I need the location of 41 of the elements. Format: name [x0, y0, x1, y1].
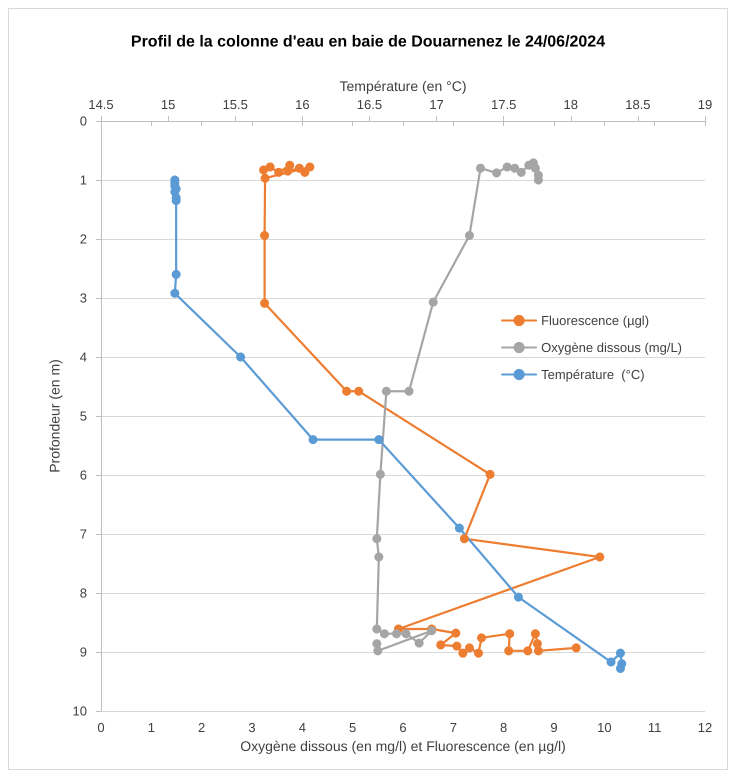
y-tick-label: 10	[72, 704, 87, 718]
x-tick-label: 5	[349, 720, 356, 735]
x-axis-title: Oxygène dissous (en mg/l) et Fluorescence (en µg/l)	[240, 738, 566, 754]
x2-tick-label: 15	[160, 97, 176, 112]
y-tick-label: 1	[80, 172, 87, 188]
legend-label: Fluorescence (µgl)	[541, 313, 650, 328]
x-tick-label: 6	[399, 720, 407, 735]
y-tick-label: 3	[80, 290, 87, 306]
x2-tick-label: 14.5	[88, 97, 114, 112]
x-tick-label: 10	[597, 720, 612, 735]
y-tick-label: 5	[80, 408, 87, 424]
x2-tick-label: 16.5	[356, 97, 382, 112]
x2-tick-label: 17.5	[491, 97, 516, 112]
x2-tick-label: 18	[564, 97, 578, 112]
y-tick-label: 9	[80, 644, 87, 660]
x2-tick-label: 18.5	[625, 97, 651, 112]
y-tick-label: 2	[80, 232, 87, 246]
x2-axis-title: Température (en °C)	[340, 78, 466, 94]
x-tick-label: 9	[550, 720, 558, 735]
y-tick-label: 4	[80, 350, 87, 364]
y-tick-label: 0	[80, 114, 87, 128]
x2-tick-label: 15.5	[222, 97, 248, 112]
x-tick-label: 8	[500, 720, 508, 735]
y-tick-label: 6	[80, 468, 87, 482]
x-tick-label: 1	[148, 720, 155, 735]
chart-title: Profil de la colonne d'eau en baie de Douarnenez le 24/06/2024	[130, 34, 606, 50]
x-tick-label: 3	[248, 720, 256, 735]
x-tick-label: 12	[698, 720, 712, 735]
y-axis-title: Profondeur (en m)	[46, 359, 63, 473]
x-tick-label: 0	[97, 720, 105, 735]
x-tick-label: 4	[298, 720, 306, 735]
x2-tick-label: 17	[429, 97, 444, 112]
x-tick-label: 2	[198, 720, 206, 735]
legend-label: Oxygène dissous (mg/L)	[541, 340, 682, 355]
x-tick-label: 11	[648, 720, 662, 735]
y-tick-label: 7	[80, 526, 87, 542]
legend-label: Température (°C)	[541, 367, 645, 382]
y-tick-label: 8	[80, 586, 87, 600]
x2-tick-label: 16	[295, 97, 310, 112]
x2-tick-label: 19	[698, 97, 712, 112]
x-tick-label: 7	[450, 720, 457, 735]
